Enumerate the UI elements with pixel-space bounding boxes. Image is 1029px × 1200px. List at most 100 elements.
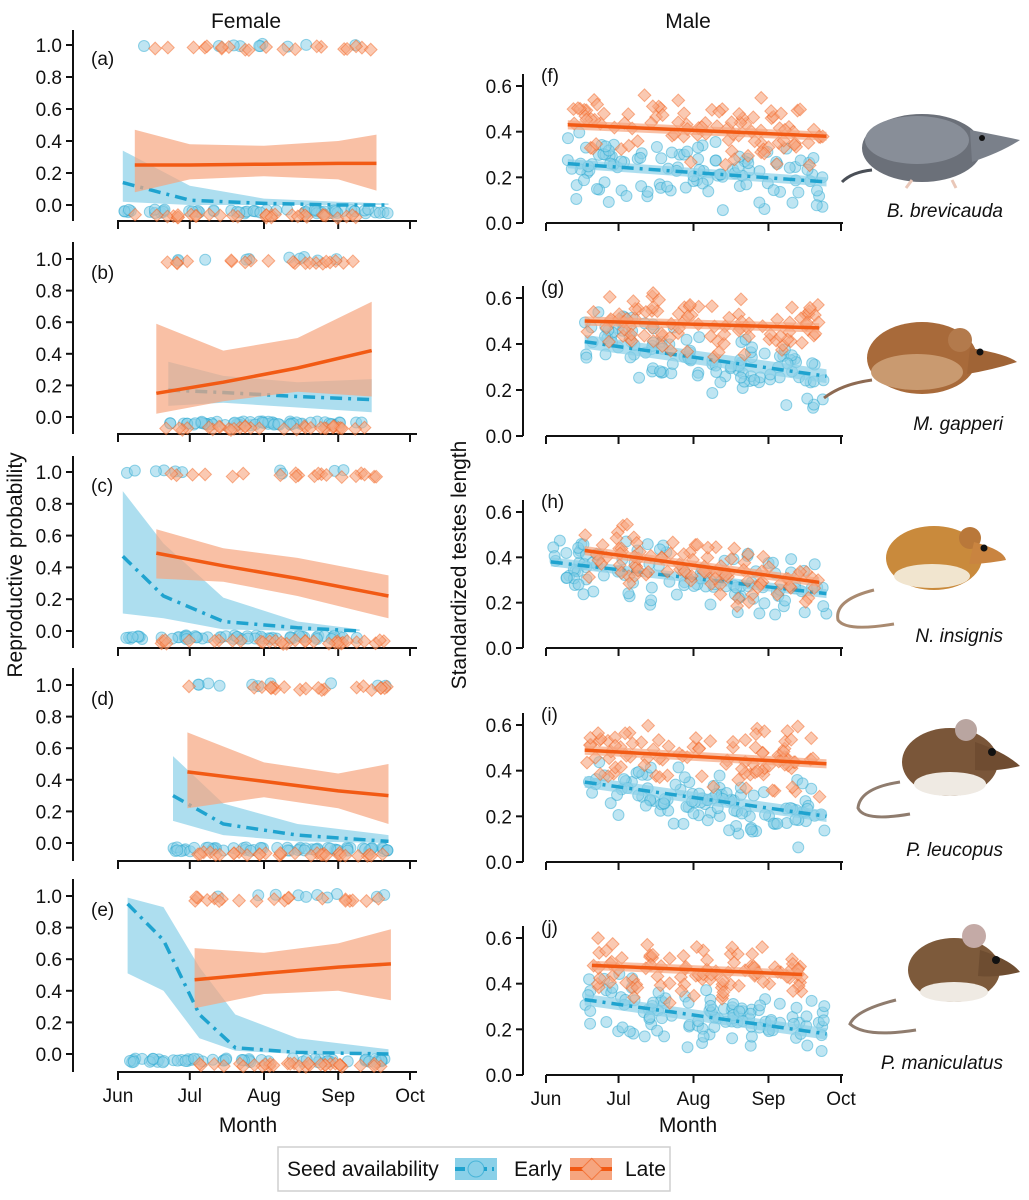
late-point [703,329,718,344]
early-point [723,824,736,837]
late-point [149,208,164,223]
late-point [238,255,253,270]
early-point [192,678,205,691]
late-ci-band [187,732,389,824]
late-point [708,540,723,555]
late-point [298,634,313,649]
late-fit-line [156,348,373,396]
early-point [577,174,590,187]
x-tick-label: Jul [178,1086,202,1107]
early-ci-band [584,776,827,822]
y-tick-label: 0.4 [36,345,63,366]
late-point [725,734,741,749]
late-point [288,42,303,57]
late-point [192,1056,207,1071]
vole-illustration [823,322,1017,400]
late-point [348,421,363,437]
late-point [273,845,288,861]
early-point [639,799,652,812]
y-tick-label: 0.6 [486,289,512,310]
late-point [181,679,197,694]
late-fit-line [187,770,389,798]
early-point [771,817,784,830]
late-point [680,344,695,359]
late-point [641,564,656,580]
late-point [261,253,276,268]
female-column-title: Female [211,10,281,33]
y-tick-label: 0.2 [486,594,512,615]
y-tick-label: 0.4 [486,548,513,569]
late-point [172,421,187,436]
early-point [710,366,723,379]
late-ci-band [134,129,377,193]
late-point [794,335,809,350]
late-point [371,891,386,906]
late-point [741,595,757,610]
late-point [366,1059,382,1074]
late-point [700,952,715,968]
late-ci-band [194,929,391,1009]
early-point [560,547,573,560]
late-point [746,110,761,125]
late-point [663,343,678,358]
late-point [581,570,597,585]
late-point [359,893,374,909]
late-point [319,467,334,483]
y-tick-label: 0.6 [486,503,512,524]
late-point [592,971,607,986]
x-tick-label: Oct [395,1086,425,1107]
late-point [186,40,201,55]
early-point [792,841,805,854]
early-point [798,606,811,619]
late-point [708,571,723,586]
early-point [758,347,771,360]
late-point [247,680,262,695]
late-point [340,633,355,649]
late-point [338,893,353,908]
late-point [663,546,678,561]
late-point [598,943,614,958]
early-point [727,998,740,1011]
late-point [665,535,680,550]
late-point [252,421,267,436]
late-point [338,848,353,863]
early-point [801,1039,814,1052]
late-point [201,420,216,435]
late-point [629,535,644,551]
early-point [709,135,722,148]
early-point [677,817,690,830]
y-tick-label: 0.4 [36,132,63,153]
late-point [321,636,336,651]
early-point [560,571,573,584]
panel-j: 0.0 0.2 0.4 0.6 Jun Jul Aug Sep Oct (j) P. manicul… [486,918,1004,1110]
late-point [345,254,360,269]
early-ci-band [584,334,827,384]
late-point [276,421,292,437]
late-point [287,846,303,861]
legend-early-label: Early [514,1158,562,1181]
late-point [193,847,208,862]
early-point [706,387,719,400]
late-fit-line [584,548,820,585]
y-tick-label: 0.0 [486,639,512,660]
y-tick-label: 0.4 [486,123,513,144]
late-point [601,334,617,349]
late-point [375,847,390,862]
late-point [225,633,240,648]
early-ci-band [173,756,389,843]
late-point [207,633,222,649]
panel-d: 0.0 0.2 0.4 0.6 0.8 1.0 (d) [36,668,417,869]
early-point [572,578,585,591]
late-point [784,732,799,747]
late-point [369,469,384,484]
late-point [607,730,623,745]
late-point [274,635,289,650]
late-point [740,573,755,588]
late-point [182,633,197,648]
y-tick-label: 0.2 [486,381,512,402]
early-point [670,588,683,601]
late-point [621,138,636,153]
y-tick-label: 0.4 [36,982,63,1003]
early-point [697,1030,710,1043]
late-fit-line [194,962,392,982]
